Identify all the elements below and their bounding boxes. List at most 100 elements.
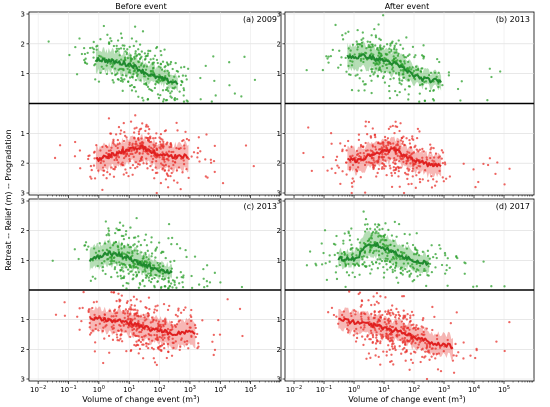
scatter-point — [369, 247, 372, 250]
scatter-point — [136, 144, 139, 147]
scatter-point — [373, 27, 376, 31]
scatter-point — [371, 262, 375, 266]
scatter-point — [395, 322, 398, 325]
scatter-point — [117, 329, 120, 332]
y-tick-label: 3 — [21, 376, 25, 384]
scatter-point — [128, 143, 131, 146]
scatter-point — [110, 315, 113, 318]
scatter-point — [120, 277, 123, 280]
scatter-point — [353, 329, 356, 333]
scatter-point — [360, 44, 364, 47]
scatter-point — [149, 69, 152, 73]
progradation-median-line — [95, 57, 179, 86]
scatter-point — [156, 80, 159, 83]
scatter-point — [181, 281, 184, 284]
scatter-point — [383, 152, 387, 155]
scatter-point — [436, 368, 440, 371]
scatter-point — [141, 279, 145, 282]
scatter-point — [393, 131, 396, 135]
scatter-point — [348, 234, 352, 237]
scatter-point — [382, 158, 385, 161]
scatter-point — [132, 266, 136, 269]
x-tick-label: 105 — [245, 385, 257, 394]
scatter-point — [376, 225, 379, 229]
scatter-point — [462, 341, 465, 344]
scatter-point — [122, 68, 125, 72]
y-tick-label: 1 — [21, 316, 25, 324]
scatter-point — [343, 232, 346, 235]
scatter-point — [161, 272, 165, 275]
scatter-point — [120, 340, 124, 343]
scatter-point — [157, 263, 160, 267]
progradation-band — [338, 229, 430, 275]
scatter-point — [135, 74, 139, 78]
scatter-point — [90, 331, 93, 334]
scatter-point — [363, 326, 366, 329]
scatter-point — [422, 317, 425, 320]
scatter-point — [432, 352, 435, 356]
progradation-band — [347, 40, 442, 91]
scatter-point — [115, 261, 118, 264]
scatter-point — [147, 77, 150, 80]
scatter-point — [347, 64, 350, 68]
scatter-point — [404, 267, 407, 271]
scatter-point — [109, 149, 112, 152]
scatter-point — [363, 89, 366, 92]
scatter-point — [377, 141, 380, 145]
scatter-point — [89, 175, 92, 178]
scatter-point — [374, 145, 377, 149]
scatter-point — [126, 48, 129, 51]
scatter-point — [395, 42, 398, 45]
scatter-point — [182, 139, 185, 142]
scatter-point — [370, 234, 373, 237]
scatter-point — [430, 270, 434, 274]
scatter-point — [402, 316, 405, 319]
scatter-point — [127, 174, 130, 178]
scatter-point — [172, 341, 175, 345]
scatter-point — [128, 158, 131, 161]
scatter-point — [370, 43, 373, 46]
scatter-point — [406, 339, 409, 342]
scatter-point — [228, 61, 231, 64]
scatter-point — [122, 270, 125, 273]
scatter-point — [155, 148, 158, 152]
scatter-point — [131, 173, 134, 176]
retreat-band — [338, 307, 453, 361]
scatter-point — [127, 272, 130, 275]
scatter-point — [438, 346, 442, 349]
scatter-point — [177, 307, 180, 310]
scatter-point — [363, 163, 367, 167]
scatter-point — [374, 135, 377, 139]
scatter-point — [150, 140, 153, 144]
scatter-point — [139, 300, 142, 303]
scatter-point — [441, 161, 445, 165]
scatter-point — [398, 160, 401, 163]
scatter-point — [482, 260, 485, 263]
scatter-point — [445, 264, 448, 267]
scatter-point — [179, 311, 183, 314]
scatter-point — [146, 85, 150, 88]
scatter-point — [355, 327, 358, 331]
x-tick-label: 100 — [348, 385, 360, 394]
scatter-point — [375, 336, 378, 339]
scatter-point — [386, 257, 389, 261]
scatter-point — [109, 62, 112, 65]
scatter-point — [128, 308, 131, 311]
scatter-point — [178, 282, 181, 285]
scatter-point — [371, 68, 374, 71]
scatter-point — [142, 357, 145, 360]
scatter-point — [97, 329, 100, 332]
scatter-point — [155, 363, 158, 367]
scatter-point — [397, 39, 400, 42]
scatter-point — [137, 48, 140, 51]
scatter-point — [142, 313, 145, 317]
scatter-point — [418, 180, 422, 184]
scatter-point — [441, 151, 445, 154]
scatter-point — [413, 246, 417, 249]
scatter-point — [107, 227, 110, 230]
scatter-point — [93, 350, 97, 353]
scatter-point — [388, 47, 391, 50]
scatter-point — [193, 323, 197, 327]
scatter-point — [97, 250, 101, 253]
scatter-point — [407, 93, 410, 96]
